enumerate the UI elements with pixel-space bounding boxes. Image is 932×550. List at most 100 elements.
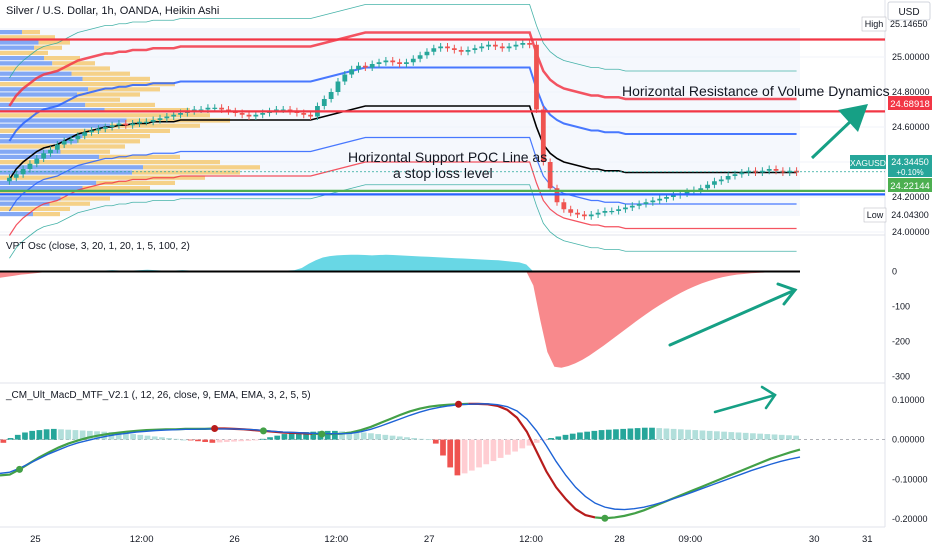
candle-body: [568, 209, 574, 213]
candle-body: [670, 195, 676, 197]
candle-body: [96, 128, 101, 131]
candle-body: [20, 169, 26, 175]
candle-body: [27, 163, 33, 169]
vpt-tick-label: -300: [892, 372, 910, 382]
candle-body: [219, 107, 225, 110]
candle-body: [698, 188, 704, 190]
macd-histogram-bar: [238, 439, 245, 442]
volume-profile-bar: [82, 76, 150, 81]
svg-text:24.04300: 24.04300: [891, 210, 929, 220]
candle-body: [102, 127, 108, 129]
volume-profile-bar: [33, 212, 60, 217]
candle-body: [575, 212, 580, 215]
volume-profile-bar: [0, 102, 86, 107]
macd-histogram-bar: [216, 439, 223, 443]
candle-body: [753, 170, 758, 173]
macd-histogram-bar: [541, 439, 547, 441]
candle-body: [636, 204, 642, 206]
svg-text:+0.10%: +0.10%: [896, 168, 923, 177]
volume-profile-bar: [22, 30, 40, 35]
macd-histogram-bar: [389, 435, 396, 440]
support-annotation-line-1: Horizontal Support POC Line as: [348, 149, 547, 165]
candle-body: [732, 174, 738, 176]
candle-body: [13, 174, 19, 178]
price-envelope-band: [9, 184, 797, 259]
macd-histogram-bar: [151, 436, 158, 440]
candle-body: [664, 197, 669, 199]
volume-profile-bar: [0, 149, 61, 154]
macd-histogram-bar: [281, 434, 288, 440]
price-candles: [7, 39, 799, 220]
volume-profile-bar: [0, 160, 220, 165]
candle-body: [650, 200, 656, 203]
volume-profile-bar: [0, 108, 105, 113]
volume-profile-bar: [82, 134, 150, 139]
candle-body: [725, 176, 731, 180]
candle-body: [547, 162, 553, 189]
candle-body: [438, 46, 444, 49]
support-price-tag: 24.22144: [888, 178, 932, 192]
macd-histogram-bar: [339, 431, 345, 440]
volume-profile-bar: [0, 154, 99, 159]
macd-histogram-bar: [447, 439, 454, 468]
volume-profile-bar: [0, 66, 110, 71]
macd-histogram-bar: [670, 428, 677, 440]
candle-body: [479, 46, 485, 49]
macd-tick-label: 0.00000: [892, 435, 925, 445]
candle-body: [561, 202, 567, 210]
candle-body: [739, 172, 745, 175]
macd-histogram-bar: [130, 434, 136, 440]
volume-profile-bar: [34, 45, 62, 50]
macd-arrow-icon: [713, 385, 777, 414]
macd-histogram-bar: [577, 432, 583, 440]
candle-body: [116, 123, 122, 126]
volume-profile-bar: [0, 71, 72, 76]
volume-profile-bar: [0, 97, 120, 102]
candle-body: [766, 169, 772, 171]
volume-profile-bar: [0, 186, 83, 191]
macd-histogram-bar: [209, 439, 216, 443]
candle-body: [48, 149, 53, 154]
macd-histogram-bar: [497, 439, 504, 458]
volume-profile-bar: [77, 139, 140, 144]
macd-histogram-bar: [245, 439, 252, 441]
macd-histogram-bar: [613, 429, 619, 440]
macd-histogram-bar: [771, 434, 778, 440]
x-tick-label: 25: [30, 534, 41, 545]
candle-body: [34, 158, 40, 164]
candle-body: [445, 46, 450, 49]
candle-body: [205, 107, 211, 110]
candle-body: [397, 62, 402, 64]
price-tick-label: 24.60000: [892, 122, 930, 132]
candle-body: [513, 44, 519, 47]
x-tick-label: 12:00: [130, 534, 154, 545]
candle-body: [171, 114, 177, 117]
currency-label[interactable]: USD: [898, 7, 919, 18]
macd-histogram-bar: [699, 430, 706, 440]
candle-body: [623, 207, 628, 210]
macd-histogram-bar: [533, 439, 540, 443]
macd-histogram-bar: [202, 439, 209, 443]
candle-body: [321, 99, 327, 106]
macd-histogram-bar: [274, 435, 281, 440]
candle-body: [472, 48, 478, 50]
candle-body: [499, 46, 505, 49]
candle-body: [520, 43, 526, 45]
macd-histogram-bar: [656, 428, 663, 440]
price-envelope-band: [8, 66, 797, 142]
macd-histogram-bar: [620, 428, 627, 440]
volume-profile-bar: [104, 108, 190, 113]
resistance-arrow-icon: [810, 104, 868, 160]
macd-histogram-bar: [476, 439, 482, 468]
macd-histogram-bar: [22, 432, 28, 440]
macd-histogram-bar: [79, 430, 86, 440]
volume-profile-bar: [0, 196, 61, 201]
currency-button-bg[interactable]: [887, 1, 931, 21]
candle-body: [376, 62, 382, 64]
candle-body: [404, 62, 409, 64]
macd-histogram-bar: [627, 428, 634, 440]
volume-profile-bar: [0, 92, 77, 97]
macd-histogram-bar: [288, 432, 295, 440]
candle-body: [246, 114, 252, 117]
vpt-tick-label: -100: [892, 302, 910, 312]
